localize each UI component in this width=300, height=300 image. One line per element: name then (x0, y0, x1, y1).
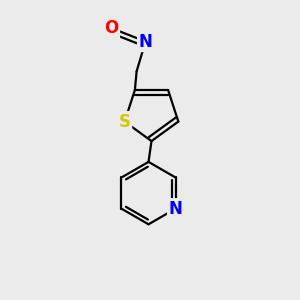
Text: O: O (104, 19, 118, 37)
Text: S: S (118, 112, 130, 130)
Text: N: N (169, 200, 182, 218)
Text: N: N (139, 32, 152, 50)
